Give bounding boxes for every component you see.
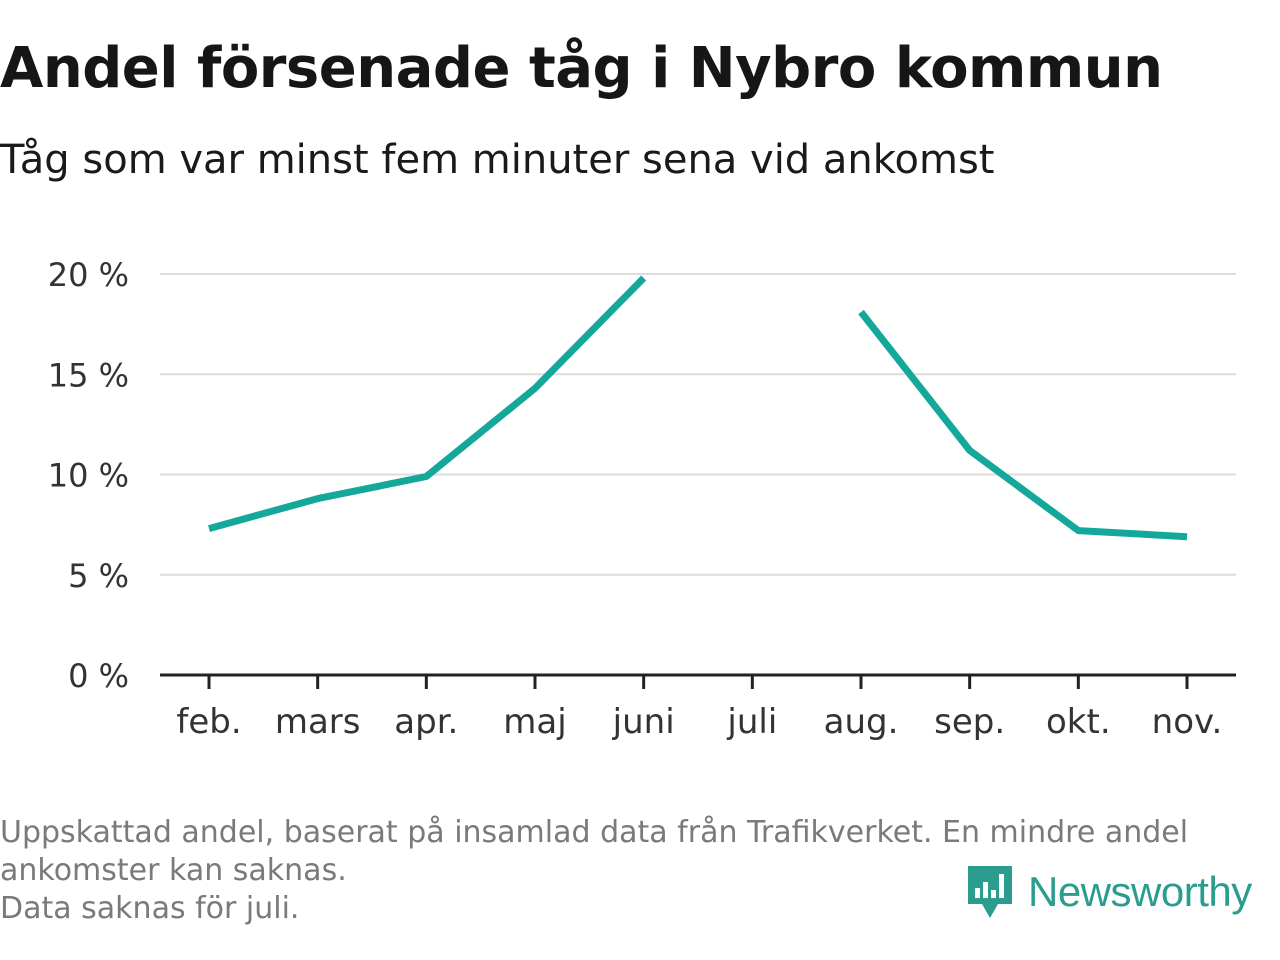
y-tick-label: 0 % xyxy=(68,657,129,695)
line-chart: 0 % 5 % 10 % 15 % 20 % feb. mars apr. maj juni ju… xyxy=(48,256,1236,742)
series-line xyxy=(858,309,1188,541)
series-lines xyxy=(208,275,1188,541)
x-tick-label: sep. xyxy=(934,702,1005,742)
y-tick-label: 15 % xyxy=(48,356,129,394)
footnote-line: Data saknas för juli. xyxy=(0,891,300,926)
newsworthy-logo-icon xyxy=(968,866,1012,918)
x-tick-label: okt. xyxy=(1046,702,1111,742)
y-axis-labels: 0 % 5 % 10 % 15 % 20 % xyxy=(48,256,129,695)
y-tick-label: 20 % xyxy=(48,256,129,294)
footnote-line: ankomster kan saknas. xyxy=(0,853,347,888)
chart-subtitle: Tåg som var minst fem minuter sena vid a… xyxy=(0,137,995,183)
y-tick-label: 5 % xyxy=(68,557,129,595)
y-tick-label: 10 % xyxy=(48,457,129,495)
x-tick-label: juli xyxy=(726,702,777,742)
footnote: Uppskattad andel, baserat på insamlad da… xyxy=(0,814,1280,928)
gridlines xyxy=(160,273,1236,576)
x-tick-label: maj xyxy=(503,702,566,742)
footnote-line: Uppskattad andel, baserat på insamlad da… xyxy=(0,815,1189,850)
brand-name: Newsworthy xyxy=(1028,868,1252,915)
x-tick-label: mars xyxy=(275,702,361,742)
x-tick-label: aug. xyxy=(824,702,899,742)
brand-logo: Newsworthy xyxy=(964,862,1252,922)
chart-title: Andel försenade tåg i Nybro kommun xyxy=(0,36,1163,101)
x-tick-label: nov. xyxy=(1152,702,1223,742)
series-line xyxy=(208,275,647,532)
x-tick-label: apr. xyxy=(394,702,458,742)
x-tick-label: juni xyxy=(612,702,675,742)
x-tick-label: feb. xyxy=(176,702,241,742)
x-axis: feb. mars apr. maj juni juli aug. sep. okt. nov. xyxy=(160,673,1236,742)
